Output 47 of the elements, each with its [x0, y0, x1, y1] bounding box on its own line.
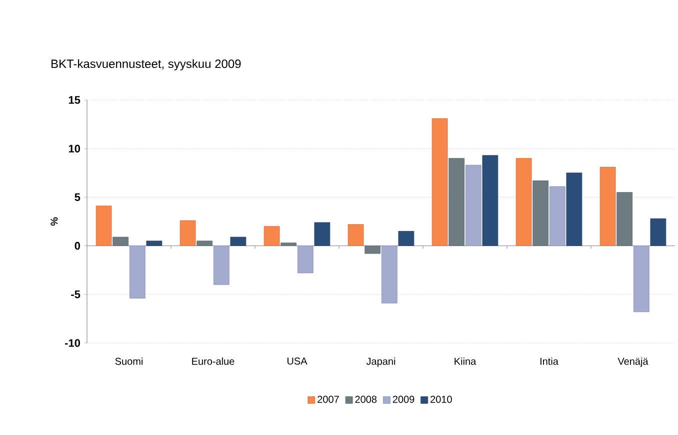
x-tick-label: Euro-alue [192, 358, 234, 365]
bar [348, 224, 364, 246]
legend-label: 2009 [392, 396, 414, 403]
bar [230, 236, 246, 246]
bar [146, 240, 162, 246]
y-tick-label: -10 [64, 339, 80, 347]
bar [448, 158, 465, 246]
legend-label: 2010 [430, 396, 452, 403]
legend-label: 2008 [355, 396, 377, 403]
bar [532, 180, 549, 246]
y-tick-label: -5 [71, 290, 80, 298]
bar [280, 242, 297, 246]
bar [112, 236, 129, 246]
x-tick-label: USA [287, 358, 308, 365]
bar [432, 118, 448, 246]
x-tick-label: Venäjä [618, 358, 648, 367]
x-tick-label: Intia [540, 358, 558, 365]
bar [566, 172, 582, 246]
bar [616, 192, 633, 246]
bar [633, 246, 650, 312]
x-tick-label: Japani [366, 358, 396, 367]
bar [600, 166, 616, 246]
chart-title: BKT-kasvuennusteet, syyskuu 2009 [52, 59, 241, 70]
bar [96, 206, 112, 246]
bar [180, 220, 196, 246]
bar [297, 246, 314, 274]
bar [465, 164, 482, 246]
bar [129, 246, 146, 298]
bar [196, 240, 213, 246]
y-tick-label: 15 [68, 96, 80, 104]
legend-label: 2007 [318, 396, 339, 403]
y-axis-title: % [50, 217, 58, 226]
y-tick-label: 10 [68, 144, 80, 152]
bar [213, 246, 230, 285]
bar [482, 155, 498, 246]
bar [314, 222, 330, 246]
bar [364, 246, 381, 254]
bar [650, 218, 666, 246]
y-tick-label: 5 [74, 193, 80, 202]
x-tick-label: Suomi [115, 358, 143, 365]
bar [398, 231, 414, 246]
bar [549, 186, 566, 246]
bar [381, 246, 398, 304]
bar [516, 158, 532, 246]
bar [264, 226, 280, 246]
y-tick-label: 0 [74, 242, 80, 250]
x-tick-label: Kiina [454, 358, 476, 365]
